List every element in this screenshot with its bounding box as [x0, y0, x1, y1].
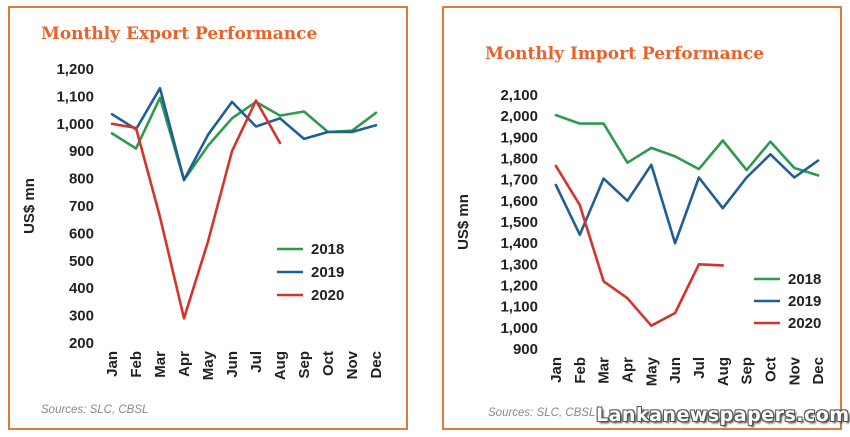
import-x-tick-label: Jul [691, 357, 708, 379]
import-y-tick-label: 1,600 [500, 193, 538, 210]
export-series-line-2019 [110, 86, 378, 182]
export-y-axis-title: US$ mn [21, 178, 38, 234]
export-y-tick-label: 200 [69, 335, 94, 352]
export-y-tick-label: 300 [69, 308, 94, 325]
export-legend-label-2020: 2020 [311, 287, 344, 304]
import-x-tick-label: Mar [596, 357, 613, 384]
export-y-tick-label: 1,200 [56, 61, 94, 78]
export-y-tick-label: 600 [69, 225, 94, 242]
export-x-tick-label: Oct [320, 351, 337, 376]
import-y-tick-label: 2,100 [500, 87, 538, 104]
import-x-tick-label: Jun [667, 357, 684, 384]
import-x-tick-label: Feb [572, 357, 589, 384]
export-x-tick-label: Apr [176, 351, 193, 377]
import-x-tick-label: Aug [715, 357, 732, 386]
import-x-tick-label: Dec [810, 357, 827, 385]
import-x-tick-label: May [643, 356, 660, 386]
import-y-tick-label: 2,000 [500, 108, 538, 125]
import-y-axis-title: US$ mn [455, 194, 472, 250]
export-x-tick-label: May [200, 350, 217, 380]
import-y-tick-label: 1,700 [500, 172, 538, 189]
import-chart-panel: Monthly Import Performance 900 1,000 1,100 1… [442, 6, 842, 430]
import-x-tick-label: Oct [762, 357, 779, 382]
export-y-tick-label: 1,000 [56, 116, 94, 133]
export-y-tick-label: 400 [69, 280, 94, 297]
import-title: Monthly Import Performance [485, 44, 764, 64]
import-chart: Monthly Import Performance 900 1,000 1,100 1… [455, 44, 827, 419]
import-y-tick-label: 1,800 [500, 151, 538, 168]
export-x-tick-label: Jun [224, 351, 241, 378]
export-y-tick-label: 900 [69, 143, 94, 160]
import-series-line-2020 [554, 164, 725, 328]
export-x-tick-label: Dec [368, 351, 385, 379]
export-series-line-2018 [110, 96, 378, 182]
export-y-tick-label: 500 [69, 253, 94, 270]
export-title: Monthly Export Performance [41, 24, 317, 44]
import-legend-label-2020: 2020 [788, 315, 821, 332]
export-chart-panel: Monthly Export Performance 200 300 400 500 60… [8, 6, 408, 430]
import-legend-label-2019: 2019 [788, 293, 821, 310]
import-legend-label-2018: 2018 [788, 271, 821, 288]
import-y-tick-label: 900 [513, 341, 538, 358]
import-x-tick-label: Apr [619, 357, 636, 383]
import-y-tick-label: 1,900 [500, 129, 538, 146]
export-x-tick-label: Feb [128, 351, 145, 378]
export-y-tick-label: 800 [69, 171, 94, 188]
import-source: Sources: SLC, CBSL [488, 407, 595, 419]
import-y-tick-label: 1,400 [500, 235, 538, 252]
export-x-tick-label: Aug [272, 351, 289, 380]
export-x-tick-label: Sep [296, 351, 313, 379]
import-series-line-2018 [554, 113, 820, 177]
export-y-tick-label: 700 [69, 198, 94, 215]
export-x-tick-label: Mar [152, 351, 169, 378]
import-x-tick-label: Nov [786, 356, 803, 385]
export-x-tick-label: Jul [248, 351, 265, 373]
import-x-tick-label: Sep [739, 357, 756, 385]
export-chart: Monthly Export Performance 200 300 400 500 60… [21, 24, 385, 416]
import-x-tick-label: Jan [548, 357, 565, 383]
import-y-tick-label: 1,500 [500, 214, 538, 231]
export-y-tick-label: 1,100 [56, 88, 94, 105]
export-x-tick-label: Jan [104, 351, 121, 377]
import-y-tick-label: 1,100 [500, 299, 538, 316]
export-source: Sources: SLC, CBSL [41, 404, 148, 416]
import-y-tick-label: 1,000 [500, 320, 538, 337]
import-series-line-2019 [554, 153, 820, 245]
export-legend-label-2018: 2018 [311, 241, 344, 258]
export-legend-label-2019: 2019 [311, 264, 344, 281]
watermark: Lankanewspapers.com [596, 404, 850, 426]
export-series-line-2020 [110, 99, 282, 320]
import-y-tick-label: 1,300 [500, 256, 538, 273]
export-x-tick-label: Nov [344, 350, 361, 379]
import-y-tick-label: 1,200 [500, 278, 538, 295]
